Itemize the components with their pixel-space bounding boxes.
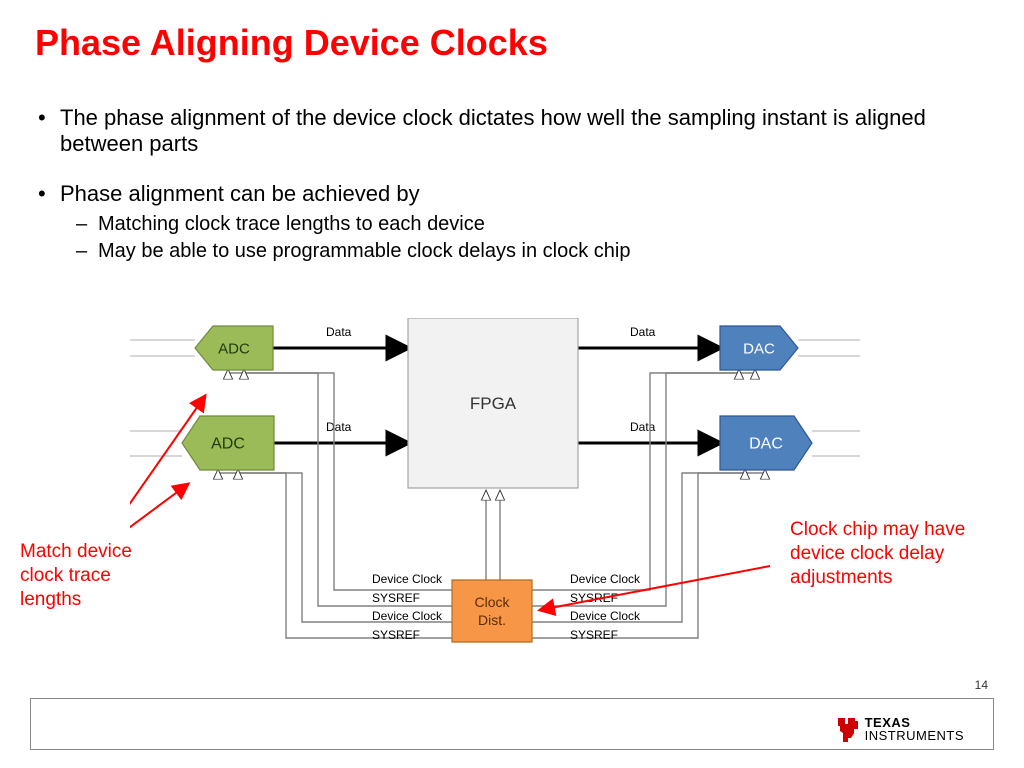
svg-text:Data: Data <box>630 325 656 339</box>
ti-logo: TEXAS INSTRUMENTS <box>835 714 964 744</box>
bullet-2b: May be able to use programmable clock de… <box>98 240 970 263</box>
svg-text:Device Clock: Device Clock <box>372 572 443 586</box>
svg-text:Device Clock: Device Clock <box>372 609 443 623</box>
svg-text:SYSREF: SYSREF <box>570 628 618 642</box>
svg-text:SYSREF: SYSREF <box>372 628 420 642</box>
svg-text:Data: Data <box>630 420 656 434</box>
svg-text:Dist.: Dist. <box>478 612 506 628</box>
svg-text:DAC: DAC <box>749 436 783 453</box>
svg-text:ADC: ADC <box>211 436 245 453</box>
svg-text:ADC: ADC <box>218 340 250 357</box>
svg-text:Data: Data <box>326 420 352 434</box>
bullet-1: The phase alignment of the device clock … <box>60 105 970 157</box>
ti-logo-text: TEXAS INSTRUMENTS <box>865 716 964 742</box>
svg-text:FPGA: FPGA <box>470 394 517 413</box>
bullet-2: Phase alignment can be achieved by <box>60 181 970 207</box>
bullet-content: The phase alignment of the device clock … <box>60 105 970 267</box>
svg-text:SYSREF: SYSREF <box>372 591 420 605</box>
page-number: 14 <box>975 678 988 692</box>
ti-logo-icon <box>835 714 861 744</box>
svg-text:Data: Data <box>326 325 352 339</box>
svg-text:Device Clock: Device Clock <box>570 609 641 623</box>
slide-title: Phase Aligning Device Clocks <box>35 22 548 64</box>
svg-text:Device Clock: Device Clock <box>570 572 641 586</box>
block-diagram: Data Data Data Data Device Clock SYSREF Device… <box>130 318 860 686</box>
svg-text:Clock: Clock <box>474 594 510 610</box>
bullet-2a: Matching clock trace lengths to each dev… <box>98 213 970 236</box>
svg-text:DAC: DAC <box>743 340 775 357</box>
